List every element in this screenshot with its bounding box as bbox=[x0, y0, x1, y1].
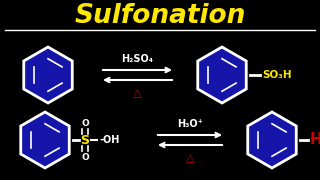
Text: SO₃H: SO₃H bbox=[262, 70, 292, 80]
Polygon shape bbox=[24, 47, 72, 103]
Polygon shape bbox=[21, 112, 69, 168]
Text: H: H bbox=[310, 132, 320, 147]
Text: Sulfonation: Sulfonation bbox=[74, 3, 246, 29]
Text: △: △ bbox=[133, 88, 141, 98]
Text: O: O bbox=[81, 152, 89, 161]
Polygon shape bbox=[248, 112, 296, 168]
Text: S: S bbox=[81, 134, 90, 147]
Text: △: △ bbox=[186, 153, 194, 163]
Text: H₂SO₄: H₂SO₄ bbox=[121, 54, 153, 64]
Text: H₃O⁺: H₃O⁺ bbox=[177, 119, 203, 129]
Polygon shape bbox=[198, 47, 246, 103]
Text: O: O bbox=[81, 118, 89, 127]
Text: -OH: -OH bbox=[99, 135, 119, 145]
